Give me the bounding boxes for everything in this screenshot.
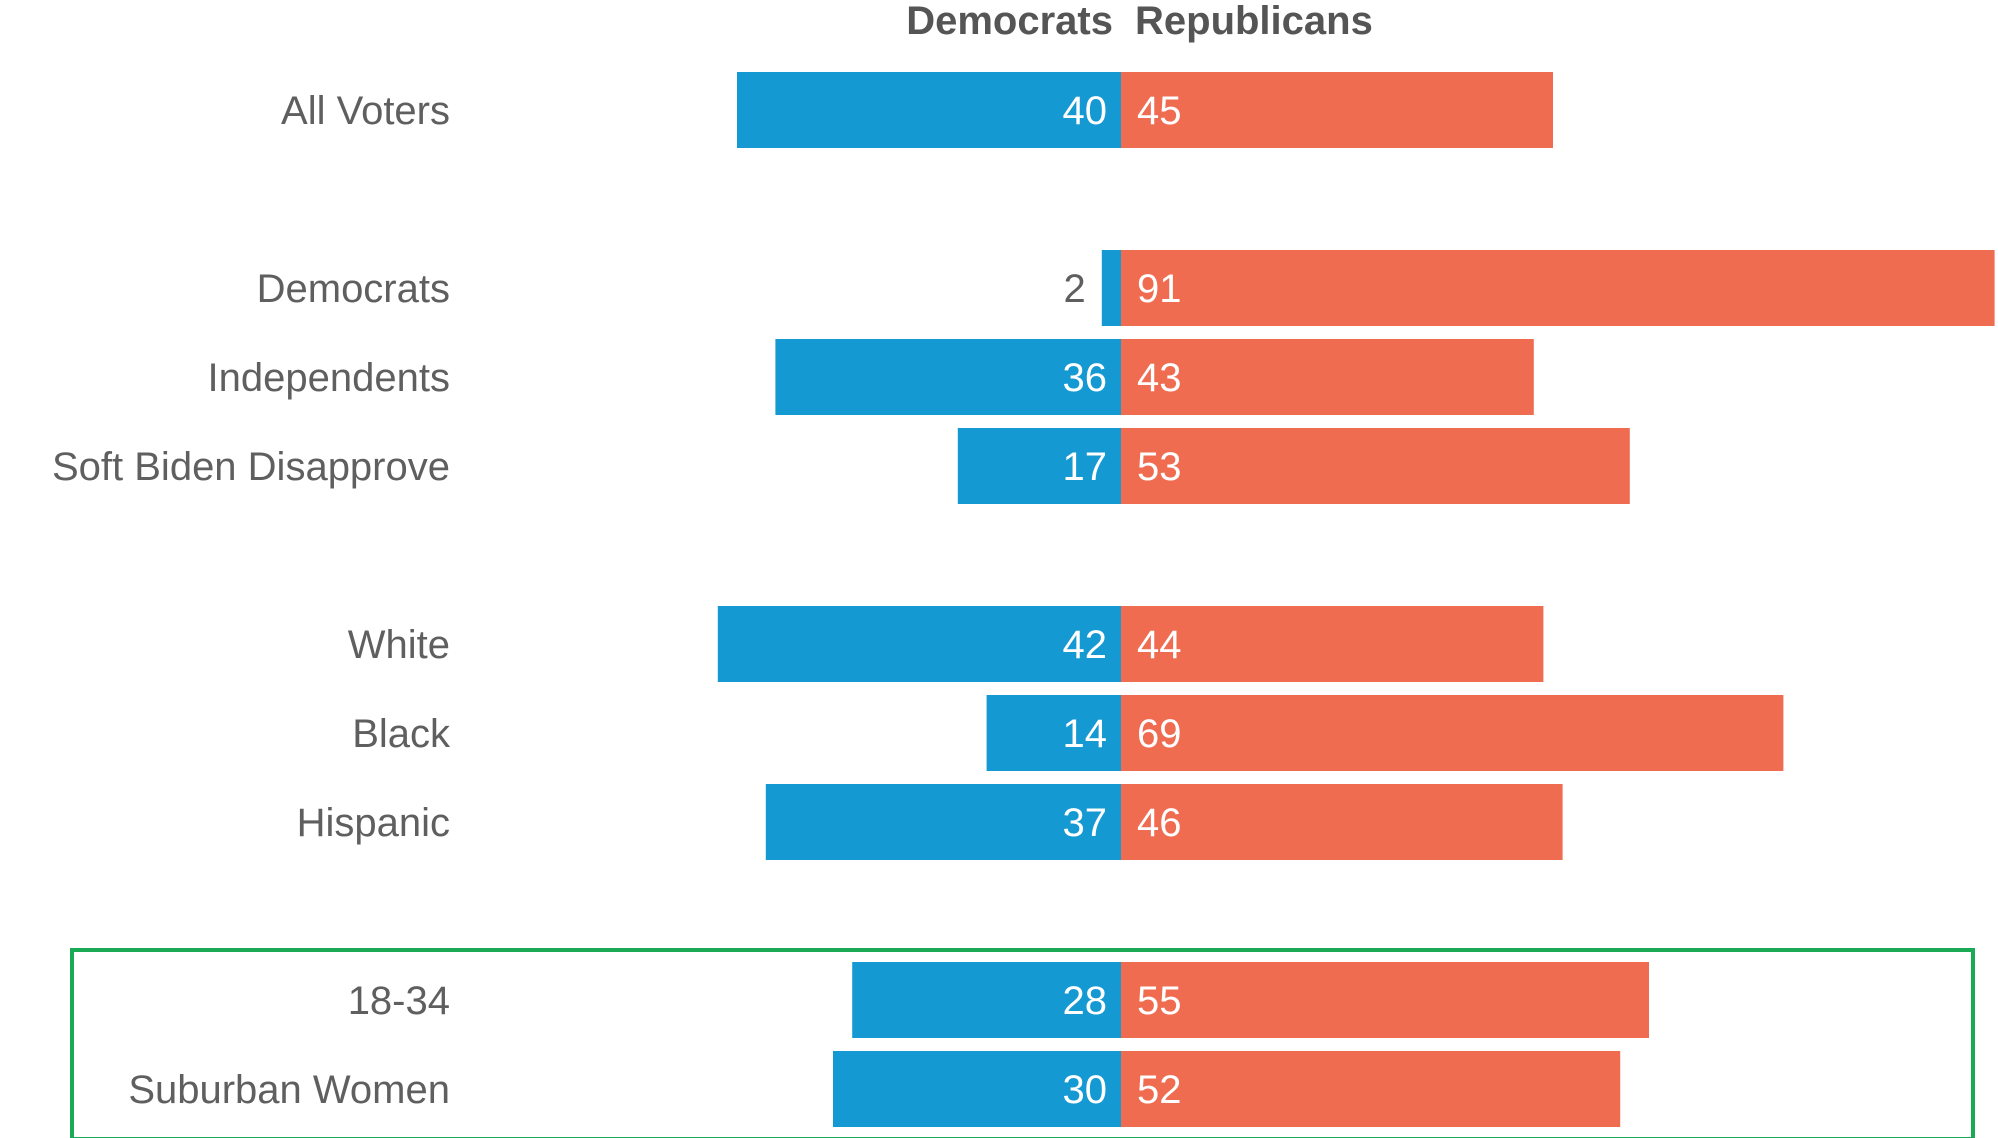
bar-democrats-democrats xyxy=(1101,250,1121,326)
bar-republicans-white xyxy=(1121,606,1544,682)
bar-democrats-suburban-women xyxy=(833,1051,1121,1127)
bar-republicans-independents xyxy=(1121,339,1534,415)
value-republicans-suburban-women: 52 xyxy=(1137,1068,1182,1112)
value-democrats-suburban-women: 30 xyxy=(1063,1068,1108,1112)
bar-republicans-all-voters xyxy=(1121,72,1553,148)
row-label-independents: Independents xyxy=(208,356,450,400)
bars xyxy=(717,72,1995,1127)
value-democrats-soft-biden-disapprove: 17 xyxy=(1063,445,1108,489)
legend-header: Democrats Republicans xyxy=(906,0,1373,43)
highlight-group xyxy=(70,948,1975,1138)
value-democrats-independents: 36 xyxy=(1063,356,1108,400)
row-label-18-34: 18-34 xyxy=(348,979,450,1023)
value-democrats-white: 42 xyxy=(1063,623,1108,667)
bar-republicans-suburban-women xyxy=(1121,1051,1621,1127)
value-democrats-democrats: 2 xyxy=(1064,267,1086,311)
value-democrats-all-voters: 40 xyxy=(1063,89,1108,133)
value-republicans-independents: 43 xyxy=(1137,356,1182,400)
bar-republicans-soft-biden-disapprove xyxy=(1121,428,1630,504)
bar-republicans-black xyxy=(1121,695,1784,771)
value-republicans-white: 44 xyxy=(1137,623,1182,667)
value-republicans-18-34: 55 xyxy=(1137,979,1182,1023)
bar-democrats-black xyxy=(986,695,1121,771)
value-democrats-18-34: 28 xyxy=(1063,979,1108,1023)
bar-republicans-democrats xyxy=(1121,250,1995,326)
row-label-democrats: Democrats xyxy=(257,267,450,311)
value-democrats-hispanic: 37 xyxy=(1063,801,1108,845)
bar-democrats-soft-biden-disapprove xyxy=(957,428,1121,504)
bar-democrats-all-voters xyxy=(737,72,1121,148)
value-republicans-hispanic: 46 xyxy=(1137,801,1182,845)
value-republicans-democrats: 91 xyxy=(1137,267,1182,311)
value-republicans-soft-biden-disapprove: 53 xyxy=(1137,445,1182,489)
row-label-all-voters: All Voters xyxy=(281,89,450,133)
labels: All Voters 40 45 Democrats 2 91 Independents 36… xyxy=(52,89,1182,1112)
row-label-black: Black xyxy=(352,712,451,756)
highlight-box xyxy=(70,948,1975,1138)
bar-democrats-white xyxy=(717,606,1121,682)
value-republicans-black: 69 xyxy=(1137,712,1182,756)
legend-democrats: Democrats xyxy=(906,0,1113,43)
bar-republicans-hispanic xyxy=(1121,784,1563,860)
bar-democrats-hispanic xyxy=(765,784,1121,860)
bar-democrats-independents xyxy=(775,339,1121,415)
legend-republicans: Republicans xyxy=(1135,0,1373,43)
bar-democrats-18-34 xyxy=(852,962,1121,1038)
row-label-soft-biden-disapprove: Soft Biden Disapprove xyxy=(52,445,450,489)
row-label-suburban-women: Suburban Women xyxy=(128,1068,450,1112)
row-label-white: White xyxy=(348,623,450,667)
value-republicans-all-voters: 45 xyxy=(1137,89,1182,133)
row-label-hispanic: Hispanic xyxy=(297,801,450,845)
value-democrats-black: 14 xyxy=(1063,712,1108,756)
bar-republicans-18-34 xyxy=(1121,962,1649,1038)
